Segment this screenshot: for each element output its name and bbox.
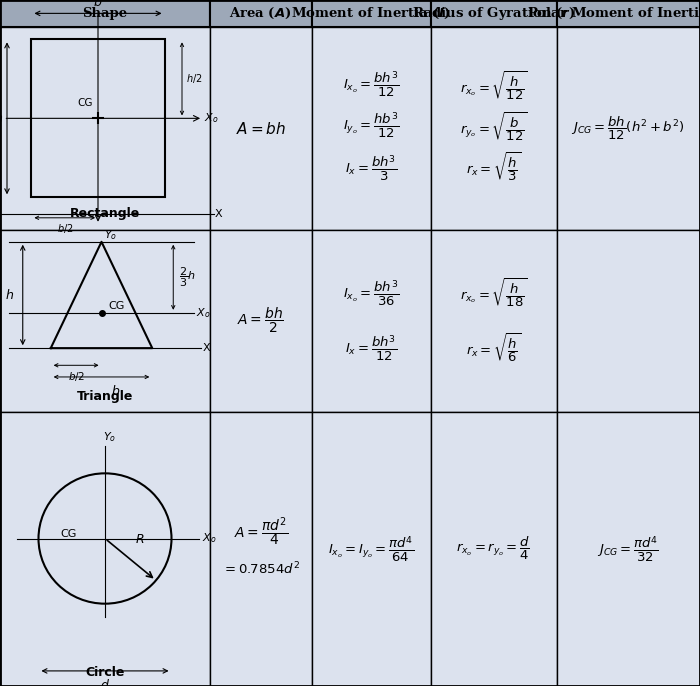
Text: $b$: $b$ [93,0,103,8]
Text: CG: CG [78,98,93,108]
Text: $r_x=\sqrt{\dfrac{h}{3}}$: $r_x=\sqrt{\dfrac{h}{3}}$ [466,151,521,185]
Text: $X_o$: $X_o$ [195,306,210,320]
Text: Polar Moment of Inertia ($\bfit{J}$): Polar Moment of Inertia ($\bfit{J}$) [526,5,700,22]
Text: $\dfrac{2}{3}h$: $\dfrac{2}{3}h$ [178,265,195,289]
Text: $r_{x_o}=\sqrt{\dfrac{h}{12}}$: $r_{x_o}=\sqrt{\dfrac{h}{12}}$ [460,69,527,103]
Bar [312,230,430,412]
Text: CG: CG [108,301,125,311]
Text: $b$: $b$ [111,384,120,398]
Text: $I_x=\dfrac{bh^3}{12}$: $I_x=\dfrac{bh^3}{12}$ [345,333,397,363]
Text: $= 0.7854d^2$: $= 0.7854d^2$ [222,561,300,578]
Text: $I_x=\dfrac{bh^3}{3}$: $I_x=\dfrac{bh^3}{3}$ [345,154,397,183]
Text: $r_{y_o}=\sqrt{\dfrac{b}{12}}$: $r_{y_o}=\sqrt{\dfrac{b}{12}}$ [460,110,527,144]
Bar [430,27,556,230]
Bar [0,230,210,412]
Bar [210,412,312,686]
Text: $r_{x_o}=\sqrt{\dfrac{h}{18}}$: $r_{x_o}=\sqrt{\dfrac{h}{18}}$ [460,276,527,310]
Text: Moment of Inertia ($\bfit{I}$): Moment of Inertia ($\bfit{I}$) [291,6,451,21]
Text: $h$: $h$ [6,288,14,302]
Text: $h$: $h$ [0,111,4,126]
Bar [556,230,700,412]
Bar [210,0,312,27]
Text: $A = \dfrac{bh}{2}$: $A = \dfrac{bh}{2}$ [237,306,284,335]
Bar [210,230,312,412]
Text: $A = \dfrac{\pi d^2}{4}$: $A = \dfrac{\pi d^2}{4}$ [234,515,288,548]
Text: $r_x=\sqrt{\dfrac{h}{6}}$: $r_x=\sqrt{\dfrac{h}{6}}$ [466,331,521,365]
Text: $Y_o$: $Y_o$ [103,430,116,444]
Text: $A = bh$: $A = bh$ [236,121,286,137]
Bar [312,27,430,230]
Text: $J_{CG}=\dfrac{bh}{12}(h^2+b^2)$: $J_{CG}=\dfrac{bh}{12}(h^2+b^2)$ [571,115,685,142]
Bar [32,39,164,198]
Text: $b/2$: $b/2$ [57,222,73,235]
Bar [556,412,700,686]
Bar [430,0,556,27]
Text: Circle: Circle [85,666,125,679]
Bar [210,27,312,230]
Bar [0,412,210,686]
Bar [430,230,556,412]
Text: $I_{x_o}=\dfrac{bh^3}{12}$: $I_{x_o}=\dfrac{bh^3}{12}$ [343,69,399,99]
Bar [0,0,210,27]
Text: $r_{x_o}=r_{y_o}=\dfrac{d}{4}$: $r_{x_o}=r_{y_o}=\dfrac{d}{4}$ [456,535,531,563]
Text: X: X [215,209,223,220]
Text: $h/2$: $h/2$ [186,73,202,85]
Text: Triangle: Triangle [77,390,133,403]
Bar [312,0,430,27]
Text: $d$: $d$ [100,678,110,686]
Text: $R$: $R$ [135,533,144,546]
Text: $I_{x_o}=I_{y_o}=\dfrac{\pi d^4}{64}$: $I_{x_o}=I_{y_o}=\dfrac{\pi d^4}{64}$ [328,534,414,564]
Bar [556,0,700,27]
Text: Radius of Gyration ($\bfit{r}$): Radius of Gyration ($\bfit{r}$) [412,5,575,22]
Text: $X_o$: $X_o$ [202,532,216,545]
Text: $I_{y_o}=\dfrac{hb^3}{12}$: $I_{y_o}=\dfrac{hb^3}{12}$ [343,110,399,140]
Bar [0,27,210,230]
Text: $b/2$: $b/2$ [67,370,85,383]
Text: $I_{x_o}=\dfrac{bh^3}{36}$: $I_{x_o}=\dfrac{bh^3}{36}$ [343,279,399,308]
Text: X: X [203,343,210,353]
Bar [556,27,700,230]
Text: CG: CG [61,530,77,539]
Bar [430,412,556,686]
Text: $Y_o$: $Y_o$ [104,228,117,242]
Bar [312,412,430,686]
Text: $J_{CG}=\dfrac{\pi d^4}{32}$: $J_{CG}=\dfrac{\pi d^4}{32}$ [597,534,659,564]
Text: Shape: Shape [83,8,127,20]
Text: Area ($\bfit{A}$): Area ($\bfit{A}$) [230,6,292,21]
Text: $X_o$: $X_o$ [204,111,219,126]
Text: Rectangle: Rectangle [70,206,140,220]
